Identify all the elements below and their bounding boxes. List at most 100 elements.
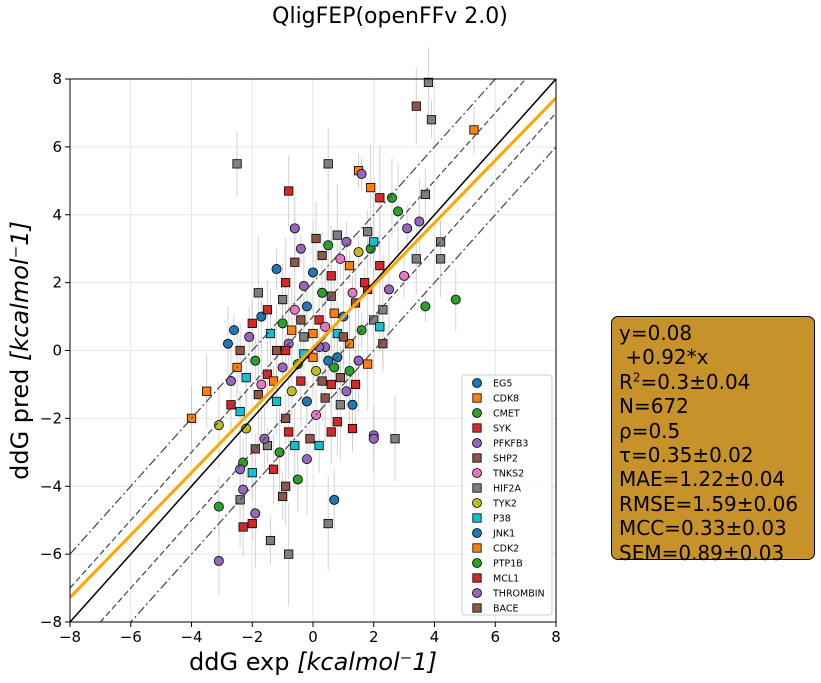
data-point [278,491,288,502]
data-point [378,339,388,349]
x-tick-label: −2 [241,628,263,646]
data-point [213,420,224,431]
data-point [229,325,240,336]
data-point [238,522,248,532]
data-point [296,376,306,386]
data-point [277,318,288,329]
data-point [435,237,446,247]
data-point [338,332,348,342]
data-point [347,423,358,434]
data-point [289,304,300,315]
y-axis-label-text: ddG pred [6,361,34,480]
data-point [323,518,333,529]
stats-box: y=0.08 +0.92*x R2=0.3±0.04 N=672 ρ=0.5 τ… [611,316,815,565]
x-tick-label: −4 [180,628,202,646]
data-point [341,236,352,247]
data-point [271,345,282,356]
data-point [308,328,318,339]
data-point [241,423,252,434]
mae-stat: MAE=1.22±0.04 [619,467,786,492]
data-point [323,159,333,169]
data-point [363,359,373,369]
data-point [375,193,385,203]
data-point [281,345,291,356]
data-points [186,77,479,566]
data-point [366,182,376,193]
y-tick-label: 4 [52,206,62,224]
fit-slope: +0.92*x [619,345,814,369]
r-squared: R2=0.3±0.04 [619,370,814,394]
data-point [423,77,434,87]
x-axis-label: ddG exp [kcalmol⁻1] [189,648,437,676]
dashdot-line [70,79,497,555]
data-point [375,261,385,271]
legend-marker [472,408,482,418]
data-point [278,294,288,305]
x-tick-label: −6 [120,628,142,646]
data-point [326,427,336,437]
data-point [317,376,327,386]
data-point [226,400,236,410]
legend-marker [472,513,482,523]
data-point [232,159,242,169]
data-point [295,243,306,254]
data-point [262,305,273,315]
data-point [368,433,379,444]
data-point [326,379,336,390]
legend-label: TYK2 [492,499,517,510]
chart-title: QligFEP(openFFv 2.0) [272,4,508,29]
data-point [399,270,410,281]
x-axis-unit: [kcalmol⁻1] [297,648,437,676]
x-tick-label: 4 [430,628,440,646]
data-point [271,264,282,275]
legend-marker [472,498,482,508]
dashed-line [99,112,556,622]
data-point [469,125,479,135]
data-point [314,440,324,451]
data-point [289,223,300,234]
legend-marker [472,378,482,388]
legend-marker [472,603,482,613]
data-point [274,447,285,458]
data-point [202,386,212,396]
data-point [301,454,312,465]
data-point [299,332,309,342]
data-point [235,345,245,356]
data-point [281,278,291,288]
data-point [353,247,364,258]
data-point [268,464,279,474]
legend-marker [472,573,482,583]
x-tick-label: 8 [551,628,561,646]
data-point [256,379,267,390]
y-tick-label: 0 [52,342,62,360]
data-point [414,216,425,227]
data-point [235,406,245,417]
data-point [284,427,294,437]
y-tick-label: −6 [40,545,62,563]
data-point [335,373,345,383]
legend-marker [472,423,482,433]
data-point [250,355,261,366]
x-tick-label: 6 [490,628,500,646]
dashed-line [70,79,527,589]
legend-box [461,374,553,616]
data-point [356,169,367,180]
spearman-rho: ρ=0.5 [619,418,681,443]
data-point [268,376,279,386]
data-point [329,308,339,318]
legend-label: EG5 [493,379,512,390]
y-tick-label: −8 [40,613,62,631]
x-tick-label: 2 [369,628,379,646]
data-point [369,237,379,247]
data-point [290,440,300,451]
sem-stat: SEM=0.89±0.03 [619,540,785,565]
data-point [287,325,297,335]
data-point [222,338,233,349]
legend-label: CDK8 [493,394,519,405]
fit-slope-text: +0.92*x [625,345,709,370]
y-axis-unit: [kcalmol⁻1] [6,221,34,361]
legend-marker [472,588,482,598]
data-point [314,315,324,325]
data-point [323,355,334,366]
